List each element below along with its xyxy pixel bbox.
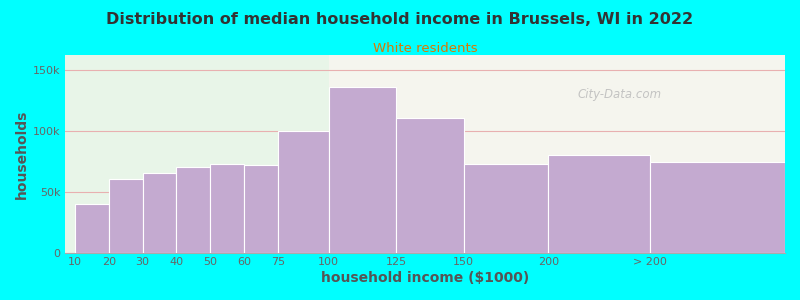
Bar [65, 55, 329, 253]
Bar [464, 164, 548, 253]
Bar [177, 167, 210, 253]
Bar [548, 155, 650, 253]
Bar [278, 131, 329, 253]
Bar [210, 164, 244, 253]
Bar [650, 162, 785, 253]
Title: White residents: White residents [373, 42, 478, 55]
Bar [75, 204, 109, 253]
Bar [244, 165, 278, 253]
Y-axis label: households: households [15, 109, 29, 199]
Text: Distribution of median household income in Brussels, WI in 2022: Distribution of median household income … [106, 12, 694, 27]
X-axis label: household income ($1000): household income ($1000) [321, 271, 529, 285]
Text: City-Data.com: City-Data.com [578, 88, 662, 101]
Bar [142, 173, 177, 253]
Bar [396, 118, 464, 253]
Bar [109, 179, 142, 253]
Bar [329, 87, 396, 253]
